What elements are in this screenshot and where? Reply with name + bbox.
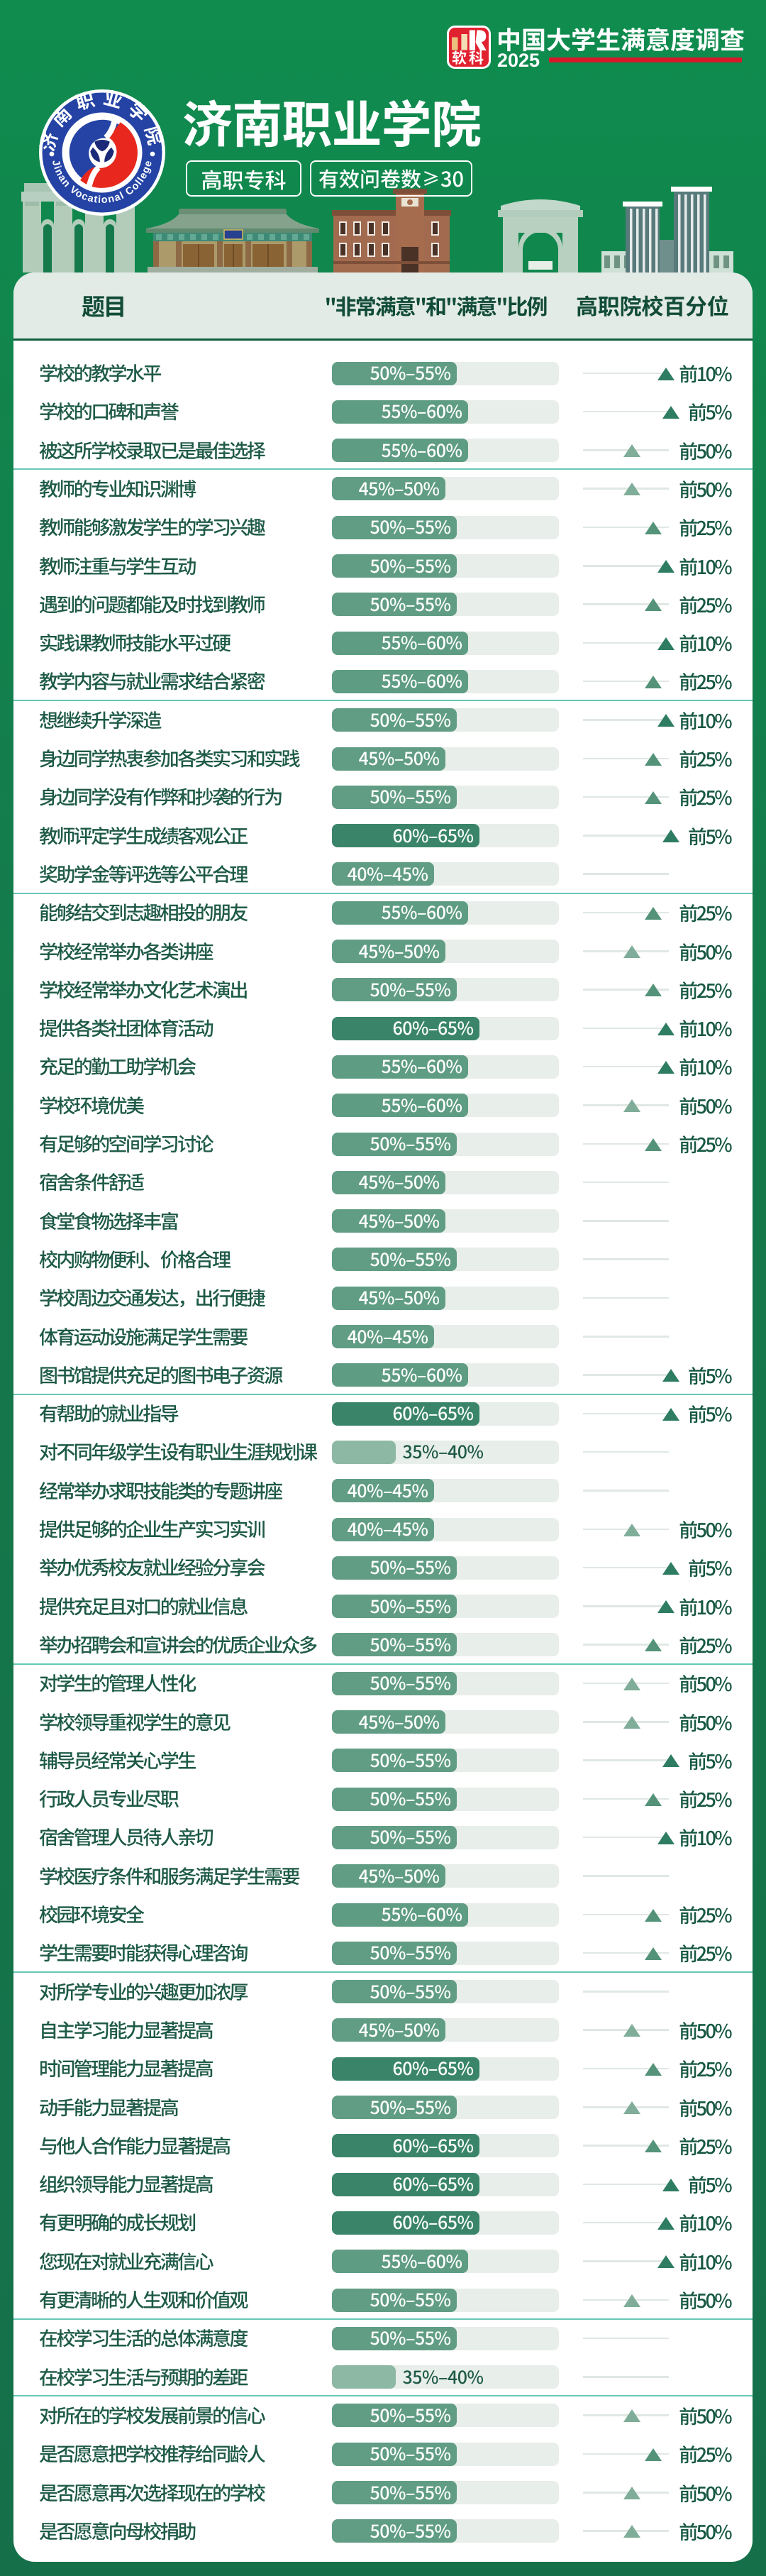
svg-text:软科: 软科 [452,47,486,68]
